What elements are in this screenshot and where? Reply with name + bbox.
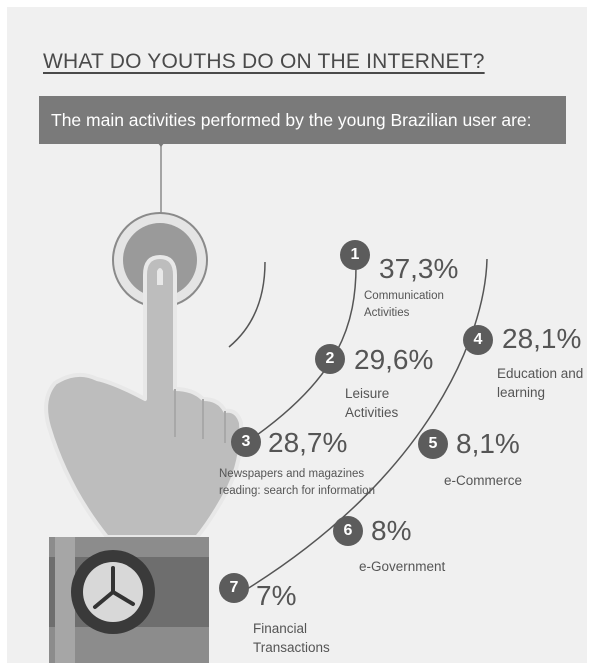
badge-6: 6 <box>333 516 363 546</box>
label-7-line2: Transactions <box>253 640 330 655</box>
arc-line-2 <box>246 258 488 590</box>
label-4-line1: Education and <box>497 366 584 381</box>
badge-4: 4 <box>463 325 493 355</box>
badge-2: 2 <box>315 344 345 374</box>
badge-7: 7 <box>219 573 249 603</box>
label-3-line2: reading: search for information <box>219 485 375 497</box>
pointing-hand-icon <box>44 255 244 539</box>
page-title: WHAT DO YOUTHS DO ON THE INTERNET? <box>43 50 485 73</box>
badge-5: 5 <box>418 429 448 459</box>
label-2-line1: Leisure <box>345 386 390 401</box>
badge-1: 1 <box>340 240 370 270</box>
motion-arc <box>228 261 266 348</box>
infographic: WHAT DO YOUTHS DO ON THE INTERNET? The m… <box>7 7 587 663</box>
badge-3: 3 <box>231 427 261 457</box>
value-4: 28,1% <box>502 323 582 354</box>
value-5: 8,1% <box>456 428 520 459</box>
value-3: 28,7% <box>268 427 348 458</box>
value-7: 7% <box>256 580 297 611</box>
subtitle-text: The main activities performed by the you… <box>51 110 532 130</box>
label-2-line2: Activities <box>345 405 399 420</box>
label-1-line2: Activities <box>364 307 410 319</box>
value-1: 37,3% <box>379 253 459 284</box>
banner-pointer <box>153 137 169 147</box>
sleeve-fold <box>55 537 75 663</box>
wristwatch-icon <box>71 550 155 634</box>
illustration <box>44 137 488 663</box>
subtitle-banner: The main activities performed by the you… <box>39 96 566 144</box>
label-5-line1: e-Commerce <box>444 473 523 488</box>
label-4-line2: learning <box>497 385 546 400</box>
value-6: 8% <box>371 515 412 546</box>
label-6-line1: e-Government <box>359 559 446 574</box>
label-7-line1: Financial <box>253 621 308 636</box>
label-1-line1: Communication <box>364 290 444 302</box>
label-3-line1: Newspapers and magazines <box>219 468 365 480</box>
value-2: 29,6% <box>354 344 434 375</box>
